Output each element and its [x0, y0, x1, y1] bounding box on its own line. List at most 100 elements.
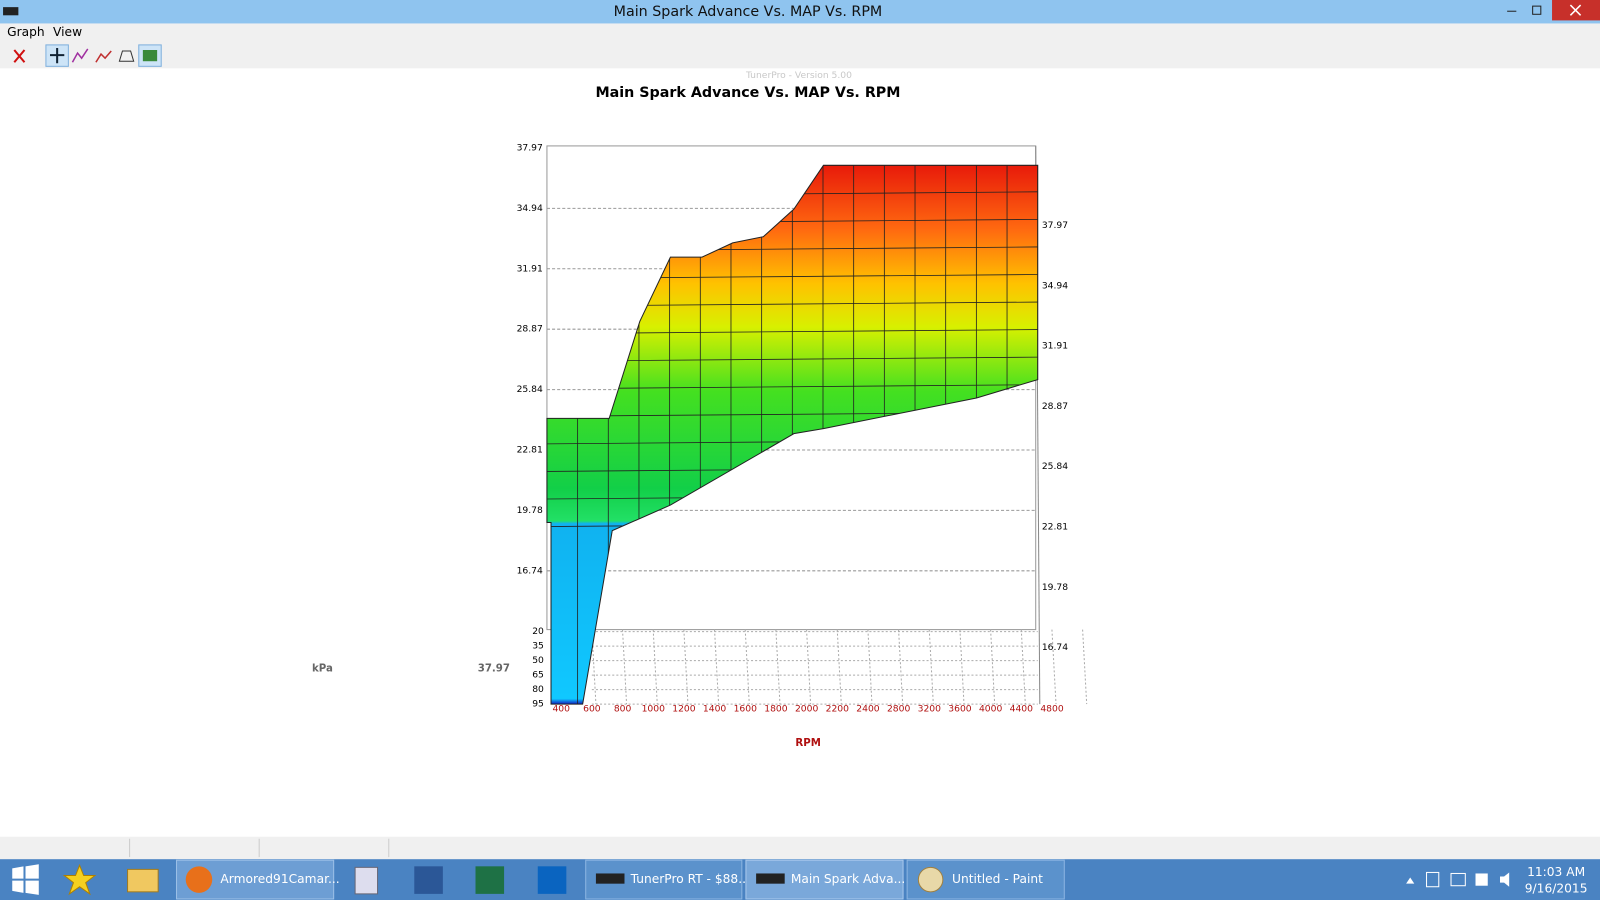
- start-button[interactable]: [12, 864, 39, 895]
- rpm-tick-label: 4800: [1040, 704, 1064, 715]
- rpm-tick-label: 800: [614, 704, 632, 715]
- map-tick-label: 20: [532, 626, 544, 637]
- tool-5-icon: [142, 50, 158, 62]
- favorites-icon[interactable]: [62, 863, 97, 896]
- rpm-tick-label: 4000: [979, 704, 1003, 715]
- floor-line: [836, 629, 842, 705]
- tool-4[interactable]: [118, 50, 135, 62]
- right-tick-label: 37.97: [1042, 220, 1068, 231]
- task-label: Untitled - Paint: [952, 872, 1043, 886]
- rpm-tick-label: 1800: [764, 704, 788, 715]
- rpm-tick-label: 400: [552, 704, 570, 715]
- floor-line: [959, 629, 965, 705]
- right-tick-label: 34.94: [1042, 280, 1068, 291]
- right-tick-label: 25.84: [1042, 461, 1068, 472]
- menu-toolbar: [0, 23, 1600, 69]
- floor-line: [622, 629, 628, 705]
- map-tick-label: 95: [532, 699, 544, 710]
- close-icon: [1569, 4, 1582, 16]
- plot-frame: [546, 145, 1037, 631]
- left-tick-label: 31.91: [517, 263, 543, 274]
- floor-line: [775, 629, 781, 705]
- floor-line: [1051, 629, 1057, 705]
- task-label: Armored91Camar...: [220, 872, 339, 886]
- chip-icon: [595, 873, 625, 884]
- clock-time[interactable]: 11:03 AM: [1527, 865, 1585, 879]
- left-tick-label: 22.81: [517, 445, 543, 456]
- floor-grid: [591, 629, 1088, 705]
- rpm-label: RPM: [795, 738, 820, 749]
- title-bar: [0, 0, 1600, 24]
- right-tick-label: 31.91: [1042, 341, 1068, 352]
- status-dividers: [129, 838, 390, 858]
- floor-line: [867, 629, 873, 705]
- task-label: Main Spark Adva...: [791, 872, 905, 886]
- tray-expand[interactable]: [1406, 877, 1415, 884]
- right-tick-label: 16.74: [1042, 642, 1068, 653]
- right-tick-label: 22.81: [1042, 522, 1068, 533]
- clock-date[interactable]: 9/16/2015: [1525, 881, 1588, 895]
- app-icon: [3, 7, 19, 16]
- rpm-tick-label: 2000: [795, 704, 819, 715]
- menu-view[interactable]: View: [53, 25, 82, 39]
- map-tick-label: 35: [532, 641, 544, 652]
- right-tick-label: 19.78: [1042, 582, 1068, 593]
- excel-icon[interactable]: [475, 866, 505, 894]
- floor-line: [806, 629, 812, 705]
- paint-icon: [917, 866, 944, 893]
- map-tick-label: 50: [532, 655, 544, 666]
- status-bar: [0, 836, 1600, 860]
- rpm-tick-label: 1600: [734, 704, 758, 715]
- left-tick-label: 25.84: [517, 384, 543, 395]
- chart-title: Main Spark Advance Vs. MAP Vs. RPM: [595, 85, 900, 101]
- mesh-line: [546, 384, 1038, 390]
- floor-line: [744, 629, 750, 705]
- floor-line: [652, 629, 658, 705]
- rpm-tick-label: 3600: [948, 704, 972, 715]
- move-icon: [50, 47, 65, 64]
- kpa-value: 37.97: [478, 663, 510, 674]
- outlook-icon[interactable]: [537, 866, 567, 894]
- tool-3[interactable]: [95, 50, 112, 63]
- rpm-tick-label: 2200: [826, 704, 850, 715]
- tray-network[interactable]: [1450, 872, 1466, 887]
- rpm-tick-label: 2800: [887, 704, 911, 715]
- rpm-tick-label: 2400: [856, 704, 880, 715]
- map-tick-label: 65: [532, 670, 544, 681]
- floor-line: [898, 629, 904, 705]
- kpa-label: kPa: [312, 663, 333, 674]
- left-tick-label: 28.87: [517, 324, 543, 335]
- tray-flag[interactable]: [1426, 871, 1440, 888]
- menu-graph[interactable]: Graph: [7, 25, 45, 39]
- right-tick-label: 28.87: [1042, 401, 1068, 412]
- word-icon[interactable]: [414, 866, 443, 894]
- tray-windows[interactable]: [1475, 873, 1488, 886]
- close-graph-button[interactable]: [13, 49, 26, 63]
- floor-line: [714, 629, 720, 705]
- floor-line: [1020, 629, 1026, 705]
- calculator-icon[interactable]: [354, 866, 379, 895]
- map-tick-label: 80: [532, 684, 544, 695]
- window-title: Main Spark Advance Vs. MAP Vs. RPM: [614, 4, 883, 20]
- rpm-tick-label: 1400: [703, 704, 727, 715]
- floor-line: [990, 629, 996, 705]
- rpm-tick-label: 1000: [642, 704, 666, 715]
- watermark: TunerPro - Version 5.00: [745, 70, 852, 81]
- tool-2[interactable]: [71, 48, 89, 63]
- floor-line: [683, 629, 689, 705]
- chip-icon: [756, 873, 785, 884]
- left-tick-label: 37.97: [517, 142, 543, 153]
- tray-volume[interactable]: [1500, 872, 1510, 887]
- rpm-tick-label: 600: [583, 704, 601, 715]
- left-tick-label: 34.94: [517, 203, 543, 214]
- mesh-line: [546, 356, 1038, 362]
- task-label: TunerPro RT - $88...: [630, 872, 750, 886]
- explorer-icon[interactable]: [127, 868, 159, 893]
- floor-line: [1082, 629, 1088, 705]
- left-tick-label: 19.78: [517, 505, 543, 516]
- left-tick-label: 16.74: [517, 565, 543, 576]
- restore-button[interactable]: [1532, 5, 1542, 15]
- axis-labels: 37.97 34.94 31.91 28.87 25.84 22.81 19.78 16.74…: [517, 142, 1069, 714]
